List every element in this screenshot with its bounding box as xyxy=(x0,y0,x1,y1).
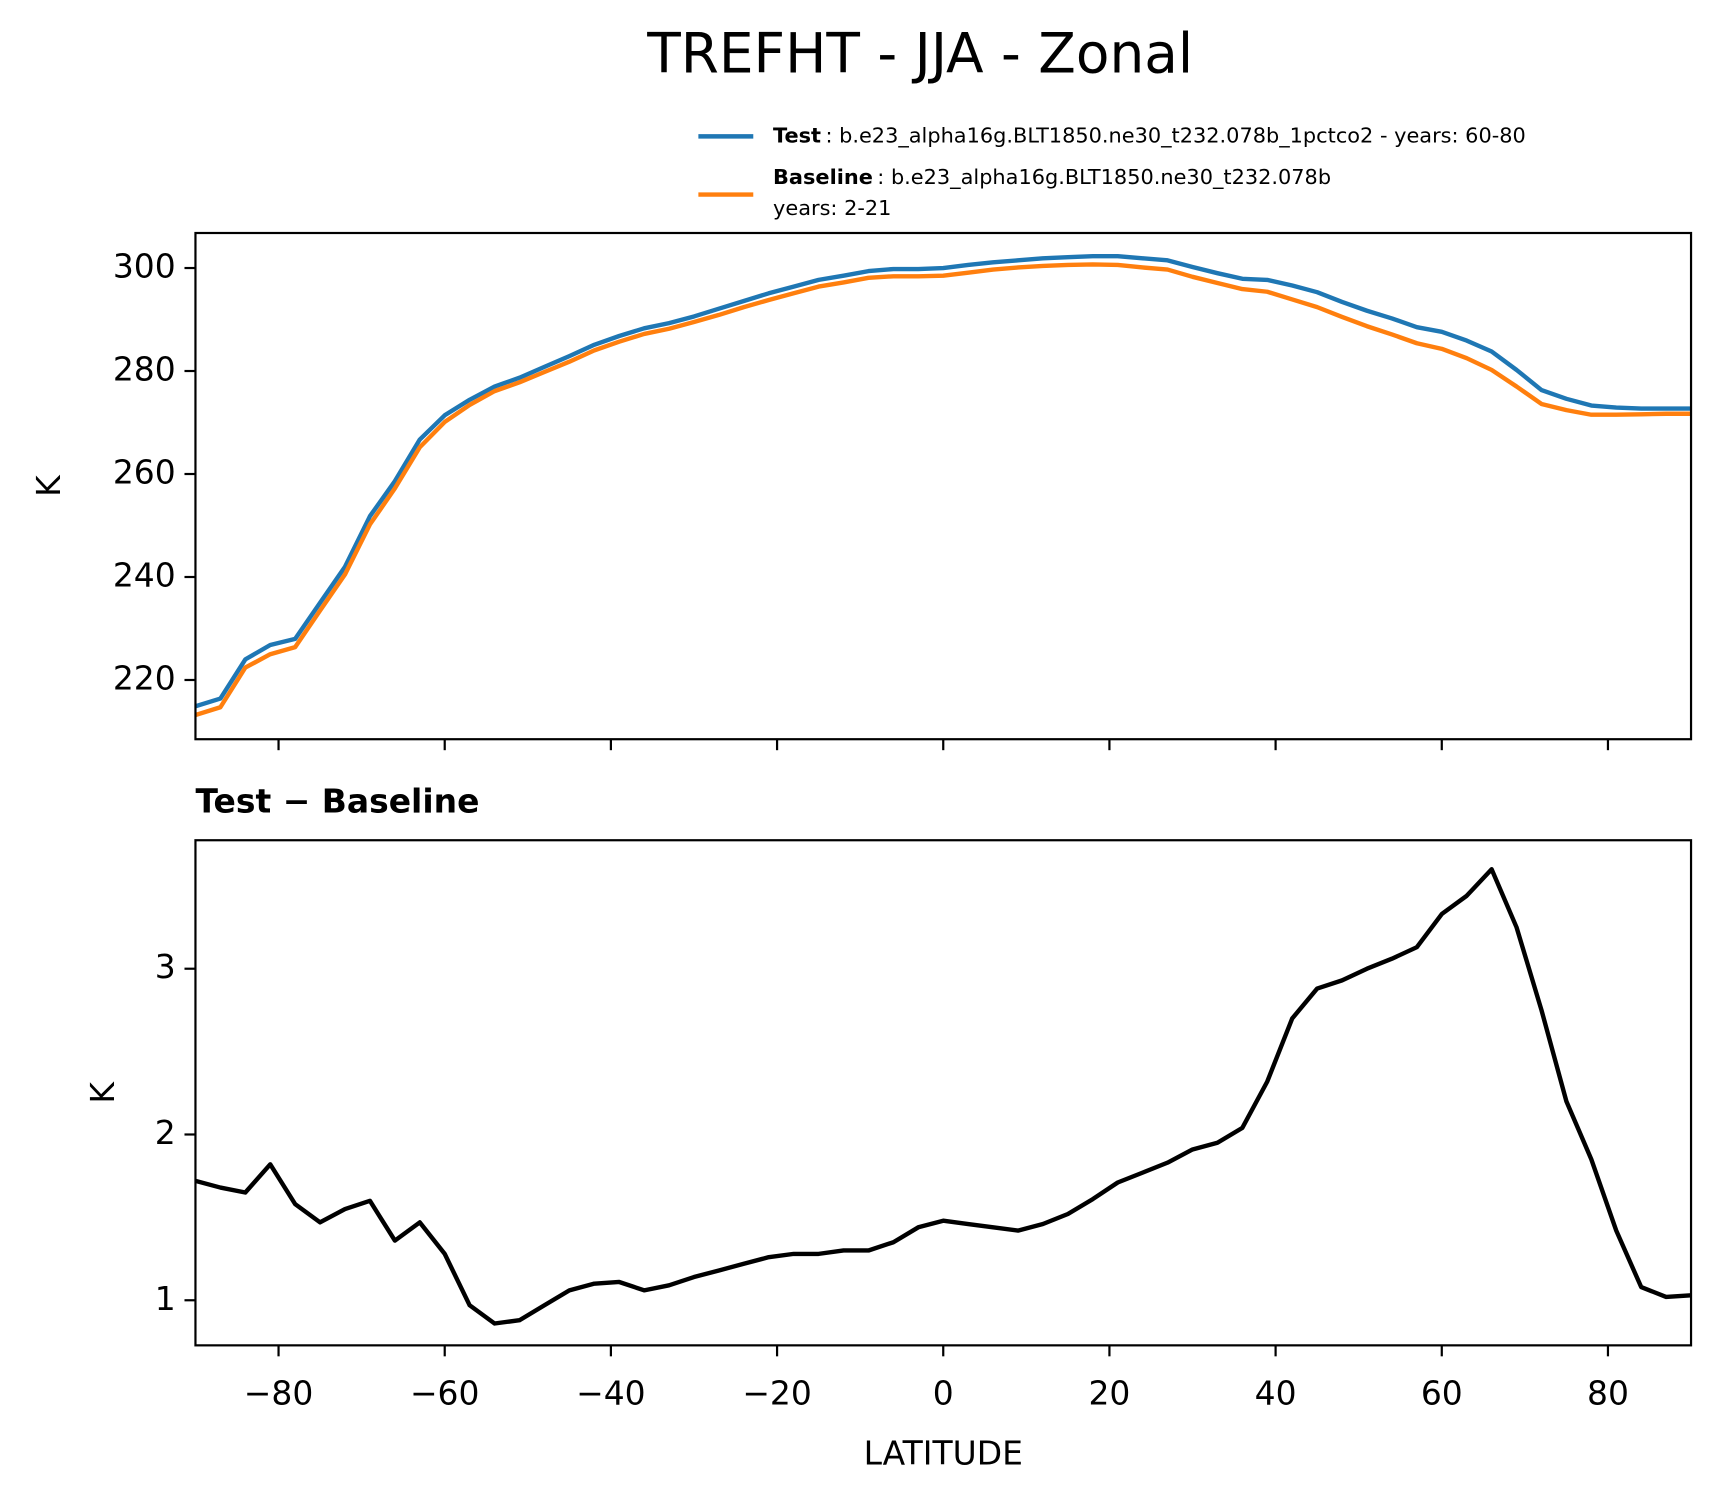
legend-description: years: 2-21 xyxy=(773,196,891,220)
series-line xyxy=(195,262,1692,718)
figure-title: TREFHT - JJA - Zonal xyxy=(646,21,1193,85)
y-tick-label: 300 xyxy=(113,247,176,286)
axes-frame xyxy=(194,839,1693,1347)
x-tick-label: −60 xyxy=(410,1373,480,1412)
x-tick-label: 0 xyxy=(933,1373,954,1412)
x-tick-label: −80 xyxy=(244,1373,314,1412)
y-tick-label: 2 xyxy=(155,1113,176,1152)
legend-description: : b.e23_alpha16g.BLT1850.ne30_t232.078b xyxy=(877,165,1331,190)
x-tick-label: 60 xyxy=(1421,1373,1463,1412)
legend-description: : b.e23_alpha16g.BLT1850.ne30_t232.078b_… xyxy=(825,123,1525,148)
axes-frame xyxy=(194,231,1693,741)
y-axis-label: K xyxy=(83,1081,122,1104)
x-tick-label: 20 xyxy=(1088,1373,1130,1412)
y-axis-label: K xyxy=(29,474,68,497)
legend-name: Test xyxy=(773,123,821,147)
series-line xyxy=(195,253,1692,709)
y-tick-label: 240 xyxy=(113,556,176,595)
subplot-title: Test − Baseline xyxy=(195,781,479,820)
series-line xyxy=(195,867,1692,1326)
legend-entry: Baseline: b.e23_alpha16g.BLT1850.ne30_t2… xyxy=(773,165,1331,190)
x-tick-label: 80 xyxy=(1587,1373,1629,1412)
x-tick-label: 40 xyxy=(1255,1373,1297,1412)
y-tick-label: 280 xyxy=(113,350,176,389)
x-tick-label: −40 xyxy=(576,1373,646,1412)
y-tick-label: 3 xyxy=(155,947,176,986)
legend-name: Baseline xyxy=(773,165,873,189)
plot-area xyxy=(195,253,1692,718)
y-tick-label: 1 xyxy=(155,1279,176,1318)
plot-area xyxy=(195,867,1692,1326)
legend-entry: Test: b.e23_alpha16g.BLT1850.ne30_t232.0… xyxy=(773,123,1526,148)
y-tick-label: 220 xyxy=(113,658,176,697)
x-tick-label: −20 xyxy=(742,1373,812,1412)
x-axis-label: LATITUDE xyxy=(864,1434,1023,1473)
y-tick-label: 260 xyxy=(113,453,176,492)
